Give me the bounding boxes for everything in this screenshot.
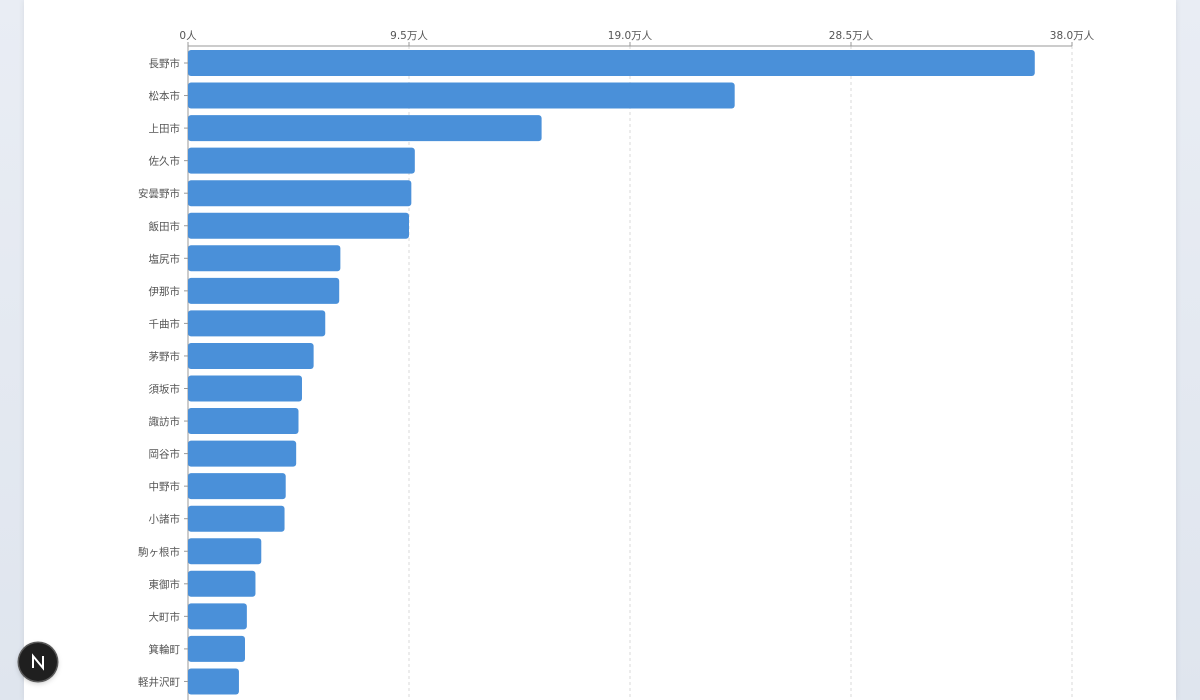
category-label: 伊那市	[149, 285, 181, 298]
bar	[188, 147, 415, 174]
category-label: 飯田市	[149, 220, 181, 233]
category-label: 須坂市	[149, 383, 181, 396]
bar	[188, 505, 285, 532]
bar	[188, 50, 1035, 76]
chart-card: 0人 9.5万人 19.0万人 28.5万人 38.0万人長野市松本市上田市佐久市安曇野…	[24, 0, 1176, 700]
category-label: 茅野市	[149, 350, 181, 363]
x-tick-label: 38.0万人	[1050, 30, 1095, 42]
bar	[188, 570, 256, 597]
category-label: 駒ヶ根市	[138, 545, 180, 558]
bar	[188, 245, 341, 272]
bar	[188, 408, 299, 435]
category-label: 上田市	[149, 122, 181, 135]
category-label: 千曲市	[149, 317, 181, 330]
category-label: 大町市	[149, 610, 181, 623]
bar	[188, 277, 340, 304]
category-label: 東御市	[149, 578, 181, 591]
n-glyph-icon	[32, 653, 44, 671]
bar	[188, 635, 245, 662]
bar	[188, 212, 409, 239]
category-label: 安曇野市	[138, 187, 180, 200]
bar	[188, 603, 247, 630]
x-tick-label: 0人	[179, 30, 197, 42]
bar	[188, 668, 239, 695]
category-label: 松本市	[149, 90, 181, 103]
bar	[188, 538, 262, 565]
bar	[188, 115, 542, 142]
bar	[188, 180, 412, 207]
category-label: 小諸市	[149, 513, 181, 526]
bar	[188, 310, 326, 337]
bar	[188, 440, 297, 467]
category-label: 塩尻市	[149, 252, 181, 265]
x-tick-label: 9.5万人	[390, 30, 428, 42]
category-label: 長野市	[149, 57, 181, 70]
bar	[188, 375, 302, 402]
category-label: 中野市	[149, 480, 181, 493]
bar	[188, 342, 314, 369]
bar-chart: 0人 9.5万人 19.0万人 28.5万人 38.0万人長野市松本市上田市佐久市安曇野…	[138, 30, 1095, 700]
bar	[188, 473, 286, 500]
category-label: 諏訪市	[149, 415, 181, 428]
category-label: 軽井沢町	[138, 675, 180, 688]
category-label: 箕輪町	[149, 643, 181, 656]
bar	[188, 82, 735, 109]
x-tick-label: 28.5万人	[829, 30, 874, 42]
x-tick-label: 19.0万人	[608, 30, 653, 42]
n-logo-icon[interactable]	[19, 643, 57, 681]
category-label: 佐久市	[149, 155, 181, 168]
category-label: 岡谷市	[149, 448, 181, 461]
